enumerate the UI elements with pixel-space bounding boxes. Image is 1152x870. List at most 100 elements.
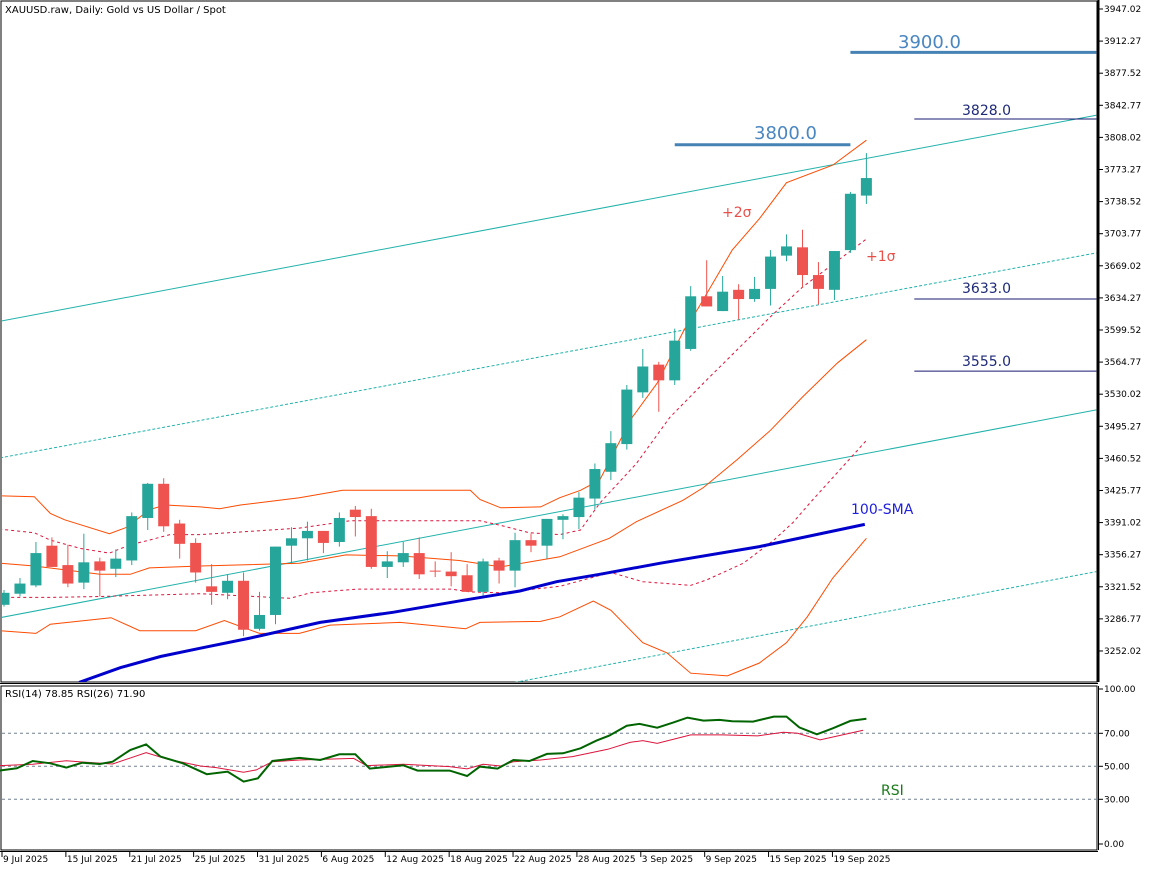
date-tick-label: 3 Sep 2025 [642, 855, 693, 865]
candle-body [333, 517, 345, 542]
bollinger-upper2-line [2, 139, 867, 535]
date-tick-label: 15 Jul 2025 [67, 855, 118, 865]
candle [174, 519, 186, 559]
candle [285, 527, 297, 565]
candle-body [685, 296, 697, 349]
price-tick-label: 3773.27 [1104, 165, 1141, 175]
candle-body [46, 545, 58, 567]
candle [142, 482, 154, 530]
candle-body [765, 256, 777, 289]
candle [509, 532, 521, 588]
price-tick-label: 3425.77 [1104, 486, 1141, 496]
candle [557, 514, 569, 540]
candle-body [142, 483, 154, 518]
date-tick-label: 25 Jul 2025 [195, 855, 246, 865]
candle-body [828, 251, 840, 290]
bollinger-lower2-line [2, 537, 867, 677]
date-tick-label: 31 Jul 2025 [259, 855, 310, 865]
candle-body [429, 570, 441, 572]
price-tick-label: 3912.27 [1104, 37, 1141, 47]
rsi-14-line [0, 715, 867, 783]
channel-line-4 [514, 571, 1097, 682]
candle [94, 557, 106, 597]
date-tick-label: 28 Aug 2025 [578, 855, 636, 865]
candle [2, 590, 10, 607]
candle [493, 557, 505, 584]
candle-body [110, 558, 122, 569]
candle-body [2, 592, 10, 605]
candle-body [844, 193, 856, 251]
candle-body [269, 546, 281, 615]
candle [797, 229, 808, 288]
price-tick-label: 3808.02 [1104, 133, 1141, 143]
candle [669, 328, 681, 385]
candle [238, 572, 250, 637]
candle [765, 250, 777, 306]
candle-body [254, 614, 266, 629]
price-tick-label: 3460.52 [1104, 454, 1141, 464]
price-tick-label: 3530.02 [1104, 390, 1141, 400]
candle [701, 260, 713, 307]
candle-body [493, 560, 505, 571]
candle [397, 541, 409, 567]
rsi-26-line [0, 729, 864, 773]
candle-body [781, 246, 793, 256]
sma-100-label: 100-SMA [851, 502, 914, 518]
channel-line-3 [2, 409, 1097, 618]
candle [733, 284, 745, 320]
candle [381, 551, 393, 579]
candle-body [621, 389, 633, 445]
price-tick-label: 3286.77 [1104, 615, 1141, 625]
price-levels [674, 50, 1097, 372]
channel-line-2 [2, 252, 1097, 459]
price-tick-label: 3495.27 [1104, 422, 1141, 432]
bollinger-lower1-line [2, 440, 867, 599]
candle-body [445, 571, 457, 577]
candle [365, 508, 377, 569]
candle-body [62, 565, 74, 584]
candle-body [238, 580, 250, 630]
candle-body [701, 296, 713, 307]
date-tick-label: 9 Sep 2025 [706, 855, 757, 865]
date-tick-label: 12 Aug 2025 [386, 855, 444, 865]
candle [126, 512, 138, 566]
date-tick-label: 15 Sep 2025 [770, 855, 827, 865]
candle-body [222, 580, 234, 593]
candle-body [669, 340, 681, 381]
candle [78, 533, 90, 590]
candle [158, 478, 170, 532]
candle [206, 564, 218, 605]
rsi-label: RSI [881, 783, 904, 799]
candle [445, 552, 457, 587]
candle [461, 564, 473, 592]
candle-body [78, 562, 90, 583]
candle-body [365, 516, 377, 567]
plus-1-sigma-label: +1σ [866, 249, 896, 265]
candle [637, 348, 649, 398]
rsi-tick-label: 30.00 [1104, 795, 1130, 805]
candle-body [541, 518, 553, 546]
candle [717, 275, 729, 312]
candle [573, 492, 585, 530]
rsi-tick-label: 100.00 [1104, 685, 1136, 695]
plus-2-sigma-label: +2σ [722, 205, 752, 221]
price-tick-label: 3877.52 [1104, 69, 1141, 79]
candle [317, 530, 329, 554]
candle [812, 262, 824, 305]
price-tick-label: 3842.77 [1104, 101, 1141, 111]
candle-body [317, 530, 329, 543]
price-axis[interactable]: 3947.02 3912.27 3877.52 3842.77 3808.02 3773.… [1099, 5, 1141, 657]
rsi-pane-frame [0, 685, 1098, 851]
candle-body [158, 483, 170, 527]
candle [541, 518, 553, 559]
candle [30, 541, 42, 588]
candle [653, 361, 665, 412]
price-tick-label: 3703.77 [1104, 230, 1141, 240]
candle [685, 286, 697, 351]
candle-body [509, 540, 521, 571]
candle [621, 384, 633, 450]
price-tick-label: 3669.02 [1104, 262, 1141, 272]
candle-body [381, 561, 393, 567]
date-axis[interactable]: 9 Jul 2025 15 Jul 2025 21 Jul 2025 25 Jul 2… [0, 851, 1098, 866]
